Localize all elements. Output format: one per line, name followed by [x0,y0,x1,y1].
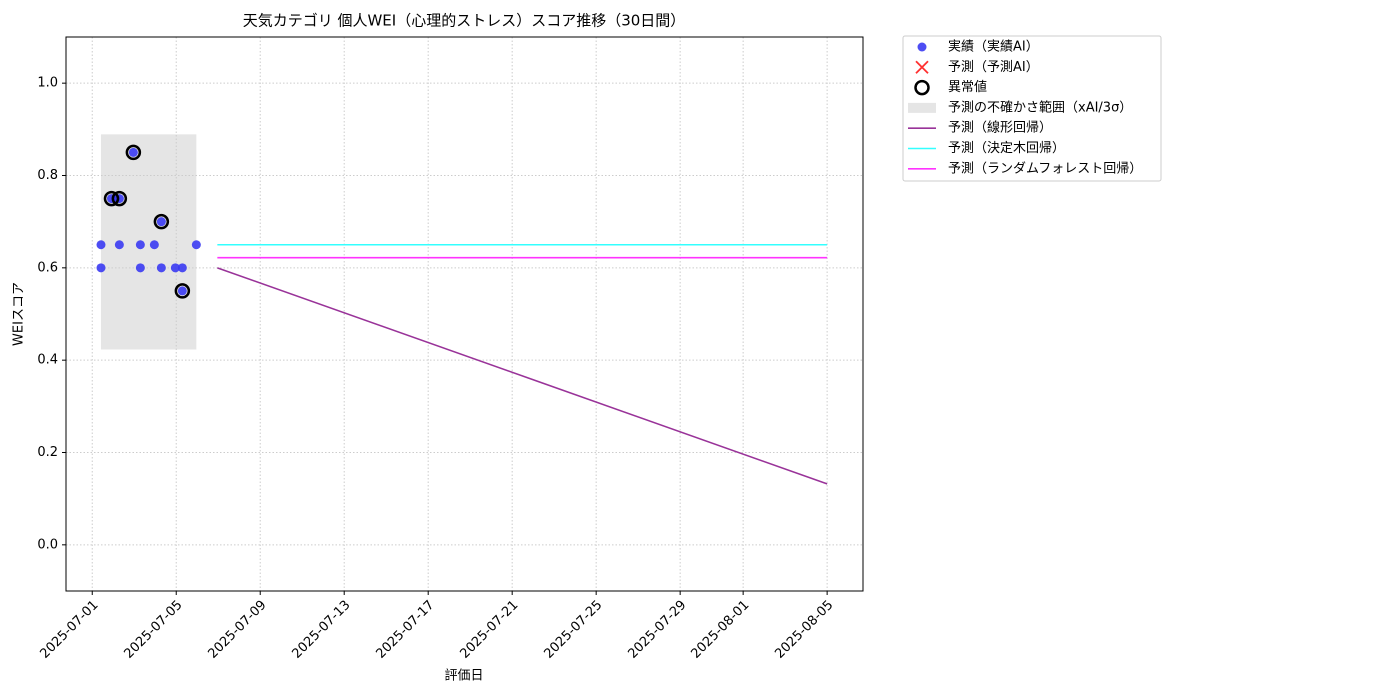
x-tick-label: 2025-07-25 [541,598,605,662]
point [96,240,106,250]
legend-label: 予測の不確かさ範囲（xAI/3σ） [948,99,1132,115]
legend-label: 予測（決定木回帰） [948,140,1065,156]
chart-title: 天気カテゴリ 個人WEI（心理的ストレス）スコア推移（30日間） [243,12,686,30]
y-tick-label: 0.8 [37,168,58,183]
uncertainty-band [100,134,197,350]
legend-marker [917,42,927,52]
point [170,263,180,273]
point [114,240,124,250]
legend-label: 異常値 [948,79,987,95]
point [125,144,142,161]
point [111,190,128,207]
point [153,213,170,230]
legend-box [902,35,1162,182]
x-tick-label: 2025-08-05 [772,598,836,662]
point [191,240,201,250]
point [177,263,187,273]
legend-label: 予測（ランダムフォレスト回帰） [948,160,1142,176]
y-tick-label: 0.6 [37,260,58,275]
point [135,240,145,250]
legend-label: 実績（実績AI） [948,39,1039,55]
x-tick-label: 2025-07-05 [121,598,185,662]
y-tick-label: 0.2 [37,445,58,460]
point [128,147,138,157]
x-tick-label: 2025-07-13 [289,598,353,662]
plot-frame [65,36,864,592]
x-tick-label: 2025-07-29 [625,598,689,662]
x-axis-label: 評価日 [444,669,483,684]
legend-marker [914,79,930,96]
point [177,286,187,296]
point [135,263,145,273]
legend-label: 予測（線形回帰） [948,120,1052,136]
x-tick-label: 2025-07-21 [457,598,521,662]
legend-marker [915,60,929,74]
point [103,190,120,207]
x-tick-label: 2025-07-09 [205,598,269,662]
point [96,263,106,273]
y-axis-label: WEIスコア [12,282,27,346]
x-tick-label: 2025-08-01 [688,598,752,662]
point [149,240,159,250]
y-tick-label: 1.0 [37,76,58,91]
legend-marker [908,102,936,113]
point [156,217,166,227]
x-tick-label: 2025-07-17 [373,598,437,662]
point [156,263,166,273]
point [174,283,191,299]
y-tick-label: 0.0 [37,537,58,552]
y-tick-label: 0.4 [37,353,58,368]
line [217,267,828,485]
x-tick-label: 2025-07-01 [38,598,102,662]
legend-label: 予測（予測AI） [948,60,1039,75]
